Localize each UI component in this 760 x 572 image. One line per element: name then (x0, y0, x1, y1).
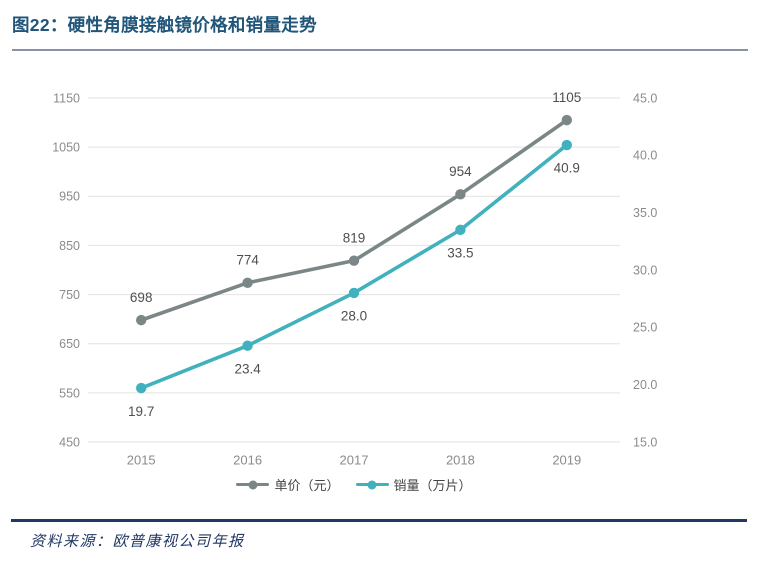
data-point (455, 189, 466, 200)
x-axis-label: 2018 (446, 453, 475, 468)
data-label: 698 (130, 290, 153, 305)
series-line (139, 143, 569, 390)
left-axis-tick-label: 650 (59, 337, 80, 351)
x-axis-label: 2017 (340, 453, 369, 468)
data-label: 28.0 (341, 309, 367, 324)
x-axis-label: 2016 (233, 453, 262, 468)
data-label: 40.9 (554, 161, 580, 176)
left-axis-tick-label: 450 (59, 435, 80, 449)
left-axis-tick-label: 550 (59, 386, 80, 400)
sales-series-dot-icon (367, 480, 377, 489)
data-label: 33.5 (447, 246, 473, 261)
legend-label-price: 单价（元） (274, 478, 340, 493)
sales-series-marker-icon (355, 480, 389, 489)
figure-title: 图22：硬性角膜接触镜价格和销量走势 (12, 15, 317, 35)
left-axis-tick-label: 850 (59, 239, 80, 253)
data-label: 954 (449, 164, 472, 179)
data-label: 19.7 (128, 404, 154, 419)
left-axis-tick-label: 750 (59, 288, 80, 302)
legend-item-sales: 销量（万片） (355, 475, 472, 494)
title-divider (12, 49, 748, 51)
right-axis-tick-label: 30.0 (633, 263, 657, 277)
left-axis-tick-label: 1150 (53, 91, 80, 105)
right-axis-tick-label: 40.0 (633, 149, 657, 163)
price-series-dot-icon (248, 480, 258, 489)
data-point (136, 382, 147, 394)
right-axis-tick-label: 45.0 (633, 91, 657, 105)
data-label: 23.4 (234, 361, 261, 376)
footer-divider (11, 519, 747, 522)
right-axis-tick-label: 35.0 (633, 206, 657, 220)
data-point (348, 287, 360, 299)
left-axis-tick-label: 950 (59, 190, 80, 204)
chart-legend: 单价（元） 销量（万片） (88, 475, 620, 494)
data-point (561, 114, 572, 126)
data-point (561, 139, 572, 151)
data-label: 1105 (552, 90, 581, 105)
data-label: 774 (236, 252, 259, 267)
x-axis-label: 2015 (127, 453, 156, 468)
data-point (242, 340, 253, 351)
right-axis-tick-label: 25.0 (633, 321, 657, 335)
legend-label-sales: 销量（万片） (393, 478, 472, 493)
data-point (455, 224, 466, 236)
x-axis-label: 2019 (552, 453, 581, 468)
data-point (242, 277, 253, 288)
source-note: 资料来源：欧普康视公司年报 (30, 534, 245, 550)
legend-item-price: 单价（元） (236, 475, 340, 494)
data-point (136, 314, 147, 326)
right-axis-tick-label: 15.0 (633, 435, 657, 449)
data-label: 819 (343, 230, 366, 245)
price-series-marker-icon (236, 480, 270, 489)
right-axis-tick-label: 20.0 (633, 378, 657, 392)
left-axis-tick-label: 1050 (52, 141, 80, 155)
data-point (348, 255, 360, 266)
